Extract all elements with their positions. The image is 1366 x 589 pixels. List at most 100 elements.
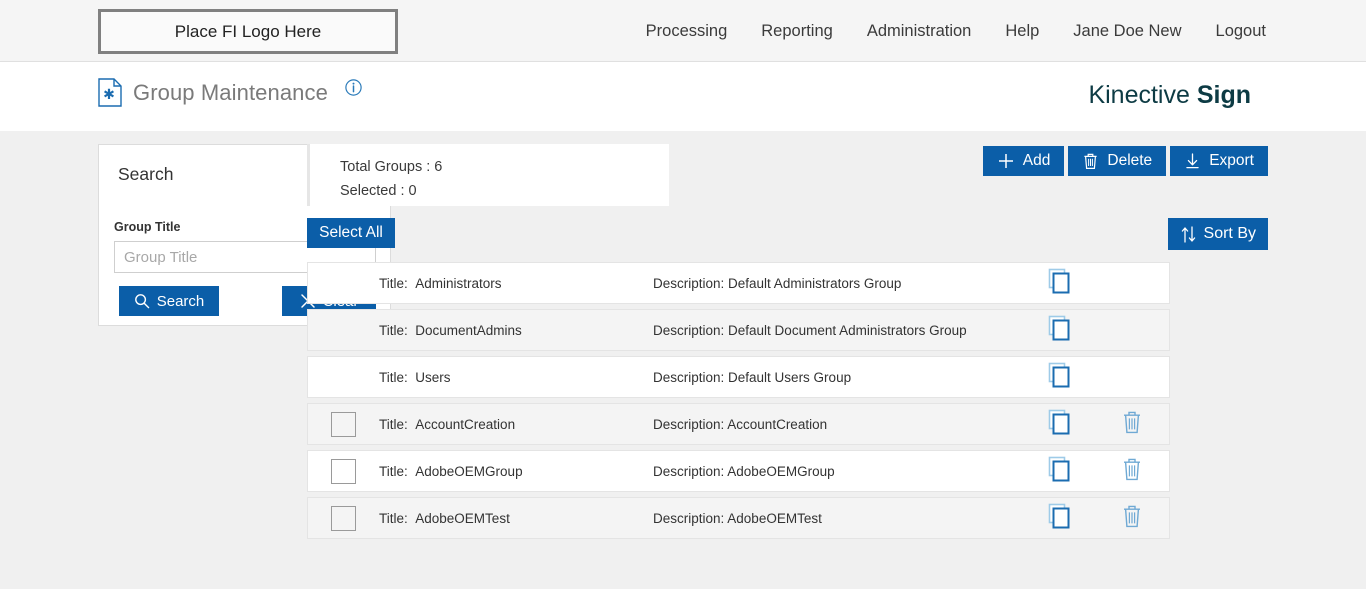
copy-icon[interactable]	[1045, 408, 1071, 441]
brand-bold: Sign	[1196, 81, 1251, 109]
nav-help[interactable]: Help	[1005, 21, 1040, 40]
row-checkbox[interactable]	[331, 458, 356, 484]
sort-by-label: Sort By	[1203, 225, 1256, 242]
row-title-prefix: Title:	[379, 369, 408, 385]
download-icon	[1184, 152, 1201, 170]
sort-by-button[interactable]: Sort By	[1167, 218, 1268, 250]
total-groups-text: Total Groups : 6	[340, 159, 443, 175]
row-description-prefix: Description:	[653, 369, 725, 385]
search-button-label: Search	[156, 292, 205, 310]
row-select-cell	[308, 458, 379, 484]
row-title-prefix: Title:	[379, 322, 408, 338]
action-button-group: Add Delete Export	[982, 146, 1268, 176]
row-title-prefix: Title:	[379, 463, 408, 479]
copy-icon[interactable]	[1045, 361, 1071, 394]
nav-processing[interactable]: Processing	[645, 21, 728, 40]
row-description: Description: AccountCreation	[649, 417, 1021, 432]
search-button[interactable]: Search	[119, 286, 219, 316]
row-title-value: Administrators	[407, 275, 502, 291]
row-title-value: Users	[407, 369, 451, 385]
add-button[interactable]: Add	[982, 146, 1065, 176]
page-title-group: ✱ Group Maintenance	[98, 78, 362, 107]
row-description: Description: Default Document Administra…	[649, 323, 1021, 338]
page-title: Group Maintenance	[133, 79, 328, 105]
table-row[interactable]: Title: AdobeOEMTest Description: AdobeOEM…	[307, 497, 1170, 539]
table-row[interactable]: Title: Users Description: Default Users G…	[307, 356, 1170, 398]
row-copy-cell	[1021, 408, 1095, 441]
row-description-value: AdobeOEMGroup	[724, 463, 835, 479]
page-body: Search Group Title Search	[0, 131, 1366, 589]
row-title: Title: Users	[379, 370, 649, 385]
row-description-prefix: Description:	[653, 275, 725, 291]
document-x-icon: ✱	[98, 78, 122, 107]
select-all-button[interactable]: Select All	[307, 218, 395, 248]
trash-icon[interactable]	[1121, 409, 1143, 440]
row-description: Description: AdobeOEMTest	[649, 511, 1021, 526]
row-title: Title: Administrators	[379, 276, 649, 291]
row-checkbox[interactable]	[331, 505, 356, 531]
row-copy-cell	[1021, 267, 1095, 300]
delete-button-label: Delete	[1107, 152, 1153, 169]
row-title: Title: DocumentAdmins	[379, 323, 649, 338]
group-title-label: Group Title	[114, 220, 181, 234]
fi-logo-text: Place FI Logo Here	[174, 21, 322, 41]
row-description-prefix: Description:	[653, 510, 725, 526]
row-copy-cell	[1021, 455, 1095, 488]
row-title: Title: AdobeOEMTest	[379, 511, 649, 526]
row-description-prefix: Description:	[653, 322, 725, 338]
fi-logo-placeholder: Place FI Logo Here	[98, 9, 398, 54]
row-delete-cell	[1095, 456, 1169, 487]
trash-icon[interactable]	[1121, 456, 1143, 487]
row-description-value: AdobeOEMTest	[724, 510, 822, 526]
row-title-prefix: Title:	[379, 275, 408, 291]
row-description: Description: Default Users Group	[649, 370, 1021, 385]
brand-prefix: Kinective	[1088, 81, 1197, 109]
row-checkbox[interactable]	[331, 411, 356, 437]
row-select-cell	[308, 505, 379, 531]
row-copy-cell	[1021, 314, 1095, 347]
nav-administration[interactable]: Administration	[866, 21, 972, 40]
plus-icon	[997, 152, 1015, 170]
row-title-value: DocumentAdmins	[407, 322, 522, 338]
svg-text:✱: ✱	[103, 87, 115, 103]
nav-logout[interactable]: Logout	[1215, 21, 1266, 40]
main-nav: Processing Reporting Administration Help Jan…	[646, 0, 1266, 62]
table-row[interactable]: Title: AdobeOEMGroup Description: AdobeOE…	[307, 450, 1170, 492]
row-title-value: AccountCreation	[407, 416, 516, 432]
row-title-prefix: Title:	[379, 416, 408, 432]
copy-icon[interactable]	[1045, 455, 1071, 488]
kinective-sign-brand: Kinective Sign	[1088, 81, 1251, 110]
row-copy-cell	[1021, 361, 1095, 394]
sort-arrows-icon	[1180, 225, 1197, 244]
row-description: Description: AdobeOEMGroup	[649, 464, 1021, 479]
row-description-value: Default Administrators Group	[724, 275, 902, 291]
delete-button[interactable]: Delete	[1068, 146, 1167, 176]
copy-icon[interactable]	[1045, 267, 1071, 300]
top-navigation-bar: Place FI Logo Here Processing Reporting Ad…	[0, 0, 1366, 62]
row-description-value: AccountCreation	[724, 416, 828, 432]
search-panel-heading: Search	[118, 164, 174, 184]
table-row[interactable]: Title: Administrators Description: Defaul…	[307, 262, 1170, 304]
row-title-prefix: Title:	[379, 510, 408, 526]
table-row[interactable]: Title: AccountCreation Description: Accou…	[307, 403, 1170, 445]
trash-icon[interactable]	[1121, 503, 1143, 534]
export-button[interactable]: Export	[1170, 146, 1268, 176]
row-copy-cell	[1021, 502, 1095, 535]
export-button-label: Export	[1209, 152, 1254, 169]
nav-reporting[interactable]: Reporting	[761, 21, 833, 40]
trash-icon	[1082, 152, 1099, 170]
nav-user[interactable]: Jane Doe New	[1073, 21, 1182, 40]
row-delete-cell	[1095, 503, 1169, 534]
selected-count-text: Selected : 0	[340, 183, 417, 199]
row-title-value: AdobeOEMTest	[407, 510, 510, 526]
copy-icon[interactable]	[1045, 314, 1071, 347]
row-description-value: Default Document Administrators Group	[724, 322, 967, 338]
info-icon[interactable]	[339, 79, 362, 96]
copy-icon[interactable]	[1045, 502, 1071, 535]
row-title: Title: AccountCreation	[379, 417, 649, 432]
row-select-cell	[308, 411, 379, 437]
row-description-prefix: Description:	[653, 416, 725, 432]
summary-box: Total Groups : 6 Selected : 0	[307, 144, 669, 206]
page-title-band: ✱ Group Maintenance Kinective Sign	[0, 62, 1366, 131]
table-row[interactable]: Title: DocumentAdmins Description: Defaul…	[307, 309, 1170, 351]
